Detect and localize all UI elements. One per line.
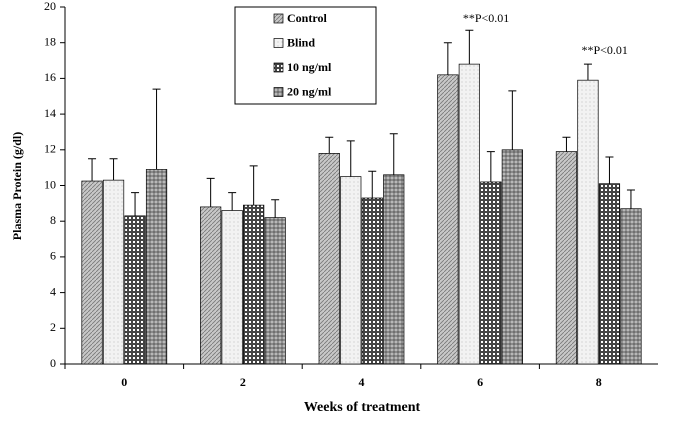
- bar: [480, 181, 502, 365]
- error-bar: [583, 63, 592, 81]
- error-bar: [486, 151, 495, 182]
- y-axis-label: Plasma Protein (g/dl): [10, 132, 24, 240]
- bar: [264, 217, 286, 365]
- y-tick-label: 8: [50, 213, 56, 227]
- bar: [361, 197, 383, 365]
- bar: [81, 180, 103, 365]
- legend-swatch: [273, 38, 284, 48]
- bar: [501, 149, 523, 365]
- error-bar: [389, 133, 398, 175]
- y-tick-label: 2: [50, 320, 56, 334]
- error-bar: [228, 192, 237, 211]
- error-bar: [508, 90, 517, 150]
- bar: [577, 79, 599, 365]
- bar: [102, 179, 125, 365]
- error-bar: [562, 136, 571, 152]
- error-bar: [152, 88, 161, 170]
- error-bar: [465, 29, 474, 65]
- bar: [437, 74, 459, 365]
- bar: [340, 176, 362, 365]
- error-bar: [88, 158, 97, 182]
- legend-swatch: [273, 62, 284, 73]
- bar: [243, 204, 265, 365]
- error-bar: [206, 177, 215, 207]
- bar: [318, 153, 340, 365]
- bar: [124, 215, 146, 365]
- bar: [555, 151, 578, 365]
- x-tick-label: 6: [477, 375, 483, 389]
- annotation: **P<0.01: [463, 11, 509, 25]
- legend-label: 10 ng/ml: [287, 60, 332, 74]
- annotation: **P<0.01: [581, 43, 627, 57]
- bar: [383, 174, 405, 365]
- legend-box: [234, 6, 377, 105]
- y-tick-label: 0: [50, 356, 56, 370]
- error-bar: [325, 136, 334, 154]
- bar: [598, 183, 621, 365]
- x-tick-label: 4: [359, 375, 365, 389]
- error-bar: [346, 140, 355, 177]
- legend-label: Control: [287, 11, 327, 25]
- error-bar: [131, 192, 140, 216]
- y-tick-label: 10: [44, 177, 56, 191]
- error-bar: [249, 165, 258, 206]
- y-tick-label: 6: [50, 249, 56, 263]
- error-bar: [605, 156, 614, 184]
- bar: [620, 208, 642, 365]
- x-tick-label: 0: [121, 375, 127, 389]
- legend-label: Blind: [287, 35, 315, 49]
- bar: [145, 169, 168, 365]
- error-bar: [271, 199, 280, 218]
- legend-swatch: [273, 13, 284, 24]
- bar: [221, 210, 243, 365]
- bar: [458, 63, 480, 365]
- x-tick-label: 2: [240, 375, 246, 389]
- y-tick-label: 14: [44, 106, 56, 120]
- x-tick-label: 8: [596, 375, 602, 389]
- y-tick-label: 20: [44, 0, 56, 13]
- y-tick-label: 12: [44, 142, 56, 156]
- error-bar: [626, 189, 635, 209]
- error-bar: [443, 42, 452, 75]
- y-tick-label: 16: [44, 70, 56, 84]
- legend-swatch: [273, 87, 284, 97]
- error-bar: [109, 158, 118, 181]
- legend-label: 20 ng/ml: [287, 84, 332, 98]
- y-tick-label: 4: [50, 284, 56, 298]
- error-bar: [368, 170, 377, 198]
- y-tick-label: 18: [44, 34, 56, 48]
- x-axis-label: Weeks of treatment: [304, 400, 421, 415]
- bar: [200, 206, 222, 365]
